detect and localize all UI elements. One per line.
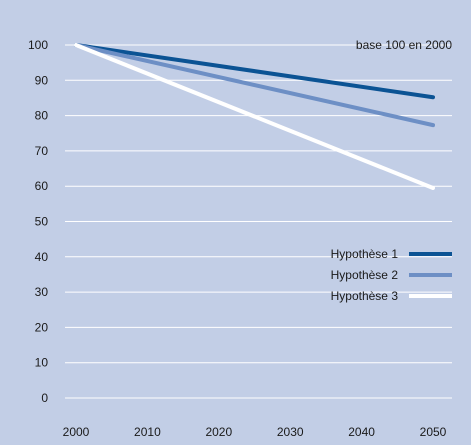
chart-annotation: base 100 en 2000 [356, 38, 452, 52]
gridlines [65, 44, 452, 399]
legend: Hypothèse 1 Hypothèse 2 Hypothèse 3 [331, 247, 452, 303]
legend-label: Hypothèse 2 [331, 268, 399, 282]
x-tick-label: 2040 [348, 425, 375, 439]
x-tick-label: 2010 [134, 425, 161, 439]
y-tick-label: 40 [35, 250, 49, 264]
series-line-hypothese-2 [74, 43, 435, 128]
y-tick-label: 10 [35, 356, 49, 370]
y-tick-label: 90 [35, 73, 49, 87]
y-tick-label: 0 [41, 391, 48, 405]
y-tick-label: 50 [35, 215, 49, 229]
series-lines [74, 43, 435, 190]
y-tick-label: 100 [28, 38, 48, 52]
y-tick-label: 70 [35, 144, 49, 158]
series-line-hypothese-3 [74, 43, 435, 190]
y-axis-ticks: 0 10 20 30 40 50 60 70 80 90 100 [28, 38, 48, 405]
x-tick-label: 2000 [63, 425, 90, 439]
x-tick-label: 2020 [205, 425, 232, 439]
y-tick-label: 20 [35, 320, 49, 334]
series-line-hypothese-1 [74, 43, 435, 100]
x-tick-label: 2030 [277, 425, 304, 439]
x-tick-label: 2050 [420, 425, 447, 439]
y-tick-label: 80 [35, 109, 49, 123]
y-tick-label: 60 [35, 179, 49, 193]
legend-label: Hypothèse 1 [331, 247, 399, 261]
legend-label: Hypothèse 3 [331, 289, 399, 303]
x-axis-ticks: 2000 2010 2020 2030 2040 2050 [63, 425, 447, 439]
y-tick-label: 30 [35, 285, 49, 299]
